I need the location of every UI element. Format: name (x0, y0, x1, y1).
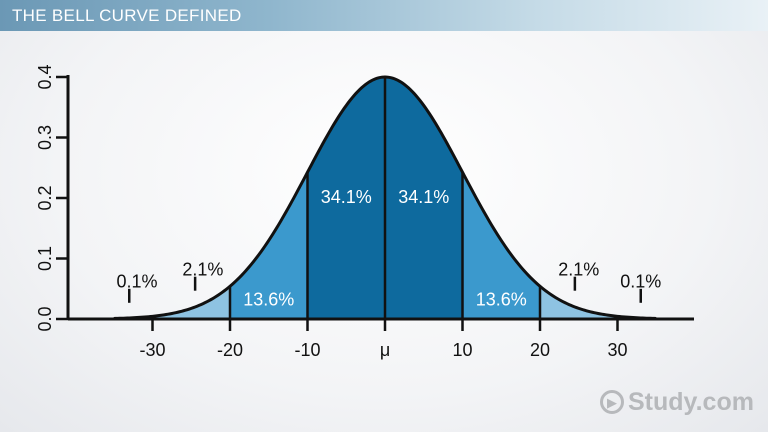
title-bar: THE BELL CURVE DEFINED (0, 0, 768, 31)
divider-lines (228, 77, 542, 319)
y-tick-label: 0.1 (35, 246, 55, 271)
annotation-label: 0.1% (620, 272, 661, 292)
x-tick-label: 30 (607, 340, 627, 360)
x-tick-label: -20 (217, 340, 243, 360)
x-tick-label: -30 (139, 340, 165, 360)
play-icon: ▶ (600, 390, 624, 414)
x-tick-label: μ (380, 340, 390, 360)
annotations: 34.1% 34.1% 13.6% 13.6% 2.1% 2.1% 0.1% 0.1% (116, 187, 661, 310)
logo-text: Study.com (628, 387, 754, 416)
x-tick-label: 20 (530, 340, 550, 360)
annotation-label: 0.1% (116, 272, 157, 292)
x-ticks: -30 -20 -10 μ 10 20 30 (139, 319, 628, 360)
annotation-label: 34.1% (321, 187, 372, 207)
curve-outline (113, 75, 657, 320)
x-tick-label: -10 (294, 340, 320, 360)
y-ticks: 0.0 0.1 0.2 0.3 0.4 (35, 64, 68, 332)
x-tick-label: 10 (452, 340, 472, 360)
region-tail-0 (129, 286, 230, 319)
region-tail-5 (540, 286, 641, 319)
y-tick-label: 0.0 (35, 306, 55, 331)
annotation-label: 13.6% (476, 290, 527, 310)
study-logo: ▶ Study.com (600, 386, 754, 418)
annotation-label: 2.1% (182, 259, 223, 279)
y-tick-label: 0.4 (35, 64, 55, 89)
annotation-label: 13.6% (243, 290, 294, 310)
annotation-label: 34.1% (398, 187, 449, 207)
y-tick-label: 0.2 (35, 185, 55, 210)
annotation-label: 2.1% (558, 259, 599, 279)
y-tick-label: 0.3 (35, 125, 55, 150)
page-title: THE BELL CURVE DEFINED (12, 6, 242, 25)
